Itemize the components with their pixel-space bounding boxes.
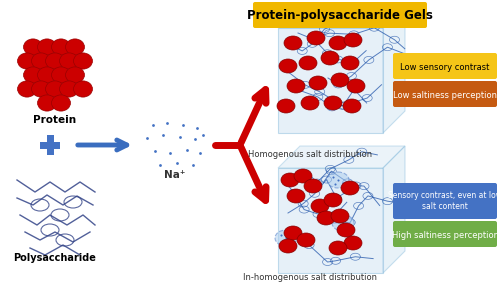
Ellipse shape — [74, 53, 92, 69]
Ellipse shape — [304, 179, 322, 193]
Ellipse shape — [38, 39, 56, 55]
Ellipse shape — [331, 73, 349, 87]
Ellipse shape — [341, 56, 359, 70]
Ellipse shape — [38, 95, 56, 111]
Ellipse shape — [324, 96, 342, 110]
Ellipse shape — [66, 39, 84, 55]
Text: Na⁺: Na⁺ — [164, 170, 186, 180]
Ellipse shape — [284, 36, 302, 50]
Text: High saltiness perception: High saltiness perception — [392, 230, 498, 239]
FancyBboxPatch shape — [253, 2, 427, 28]
Ellipse shape — [287, 189, 305, 203]
Ellipse shape — [18, 81, 36, 97]
Ellipse shape — [38, 67, 56, 83]
Ellipse shape — [279, 59, 297, 73]
Ellipse shape — [321, 51, 339, 65]
Ellipse shape — [281, 173, 299, 187]
Ellipse shape — [74, 81, 92, 97]
Ellipse shape — [332, 215, 354, 231]
Text: Protein-polysaccharide Gels: Protein-polysaccharide Gels — [247, 10, 433, 23]
Ellipse shape — [52, 39, 70, 55]
Ellipse shape — [284, 226, 302, 240]
Ellipse shape — [327, 172, 349, 188]
Ellipse shape — [24, 67, 42, 83]
Ellipse shape — [341, 181, 359, 195]
Polygon shape — [278, 28, 383, 133]
Ellipse shape — [18, 53, 36, 69]
Ellipse shape — [329, 36, 347, 50]
Ellipse shape — [279, 239, 297, 253]
Text: In-homogenous salt distribution: In-homogenous salt distribution — [243, 273, 377, 282]
Ellipse shape — [277, 99, 295, 113]
FancyBboxPatch shape — [393, 53, 497, 79]
Ellipse shape — [52, 67, 70, 83]
Ellipse shape — [32, 53, 50, 69]
Polygon shape — [383, 6, 405, 133]
Ellipse shape — [311, 199, 329, 213]
Text: Protein: Protein — [34, 115, 76, 125]
Ellipse shape — [347, 79, 365, 93]
Ellipse shape — [317, 211, 335, 225]
Ellipse shape — [307, 31, 325, 45]
Ellipse shape — [24, 39, 42, 55]
Ellipse shape — [275, 230, 297, 246]
Ellipse shape — [331, 209, 349, 223]
Ellipse shape — [60, 81, 78, 97]
Polygon shape — [278, 6, 405, 28]
Ellipse shape — [299, 56, 317, 70]
Text: Low saltiness perception: Low saltiness perception — [393, 91, 497, 100]
Ellipse shape — [344, 236, 362, 250]
Ellipse shape — [60, 53, 78, 69]
Ellipse shape — [46, 53, 64, 69]
FancyBboxPatch shape — [393, 183, 497, 219]
Ellipse shape — [66, 67, 84, 83]
Ellipse shape — [309, 76, 327, 90]
Ellipse shape — [287, 79, 305, 93]
Ellipse shape — [343, 99, 361, 113]
Ellipse shape — [337, 223, 355, 237]
Polygon shape — [278, 146, 405, 168]
Ellipse shape — [46, 81, 64, 97]
Ellipse shape — [32, 81, 50, 97]
Text: Polysaccharide: Polysaccharide — [14, 253, 96, 263]
Ellipse shape — [301, 96, 319, 110]
Ellipse shape — [329, 241, 347, 255]
Polygon shape — [40, 135, 60, 155]
Text: Sensory contrast, even at low
salt content: Sensory contrast, even at low salt conte… — [388, 191, 500, 211]
Ellipse shape — [294, 169, 312, 183]
FancyBboxPatch shape — [393, 221, 497, 247]
FancyBboxPatch shape — [393, 81, 497, 107]
Ellipse shape — [52, 95, 70, 111]
Text: Homogenous salt distribution: Homogenous salt distribution — [248, 150, 372, 159]
Text: Low sensory contrast: Low sensory contrast — [400, 63, 490, 72]
Ellipse shape — [344, 33, 362, 47]
Ellipse shape — [297, 233, 315, 247]
Polygon shape — [383, 146, 405, 273]
Ellipse shape — [324, 193, 342, 207]
Polygon shape — [278, 168, 383, 273]
